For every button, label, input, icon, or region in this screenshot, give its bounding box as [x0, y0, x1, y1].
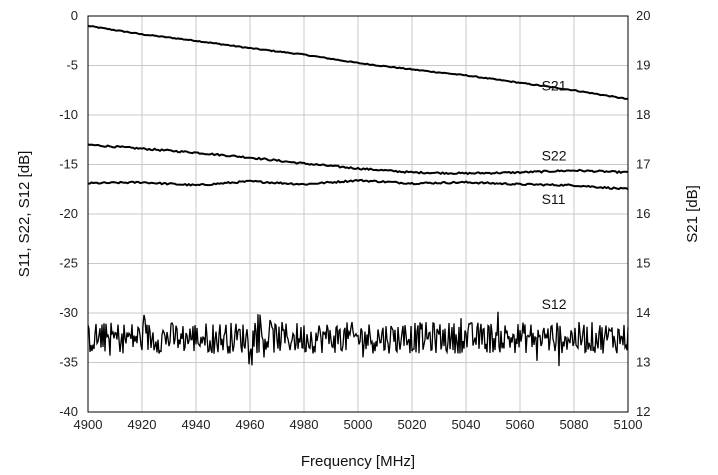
left-tick-label: -20 — [59, 206, 78, 221]
series-labels: S21 S22 S11 S12 — [542, 77, 567, 312]
x-tick-label: 4920 — [128, 417, 157, 432]
x-tick-label: 4900 — [74, 417, 103, 432]
right-tick-label: 13 — [636, 355, 650, 370]
right-axis-title: S21 [dB] — [684, 185, 701, 243]
series-label-s12: S12 — [542, 296, 567, 312]
series-label-s21: S21 — [542, 77, 567, 93]
x-tick-label: 5080 — [560, 417, 589, 432]
right-tick-label: 20 — [636, 8, 650, 23]
x-tick-label: 5000 — [344, 417, 373, 432]
left-tick-label: -10 — [59, 107, 78, 122]
x-axis-ticks: 4900 4920 4940 4960 4980 5000 5020 5040 5060 5080… — [74, 417, 643, 432]
x-tick-label: 5020 — [398, 417, 427, 432]
x-tick-label: 5060 — [506, 417, 535, 432]
right-tick-label: 14 — [636, 305, 650, 320]
x-tick-label: 4960 — [236, 417, 265, 432]
left-tick-label: 0 — [71, 8, 78, 23]
right-tick-label: 19 — [636, 58, 650, 73]
series-label-s11: S11 — [542, 191, 566, 207]
left-axis-title: S11, S22, S12 [dB] — [16, 151, 33, 277]
x-tick-label: 4940 — [182, 417, 211, 432]
left-tick-label: -30 — [59, 305, 78, 320]
left-axis-ticks: 0-5-10-15-20-25-30-35-40 — [59, 8, 78, 419]
x-axis-title: Frequency [MHz] — [301, 453, 415, 470]
left-tick-label: -5 — [66, 58, 78, 73]
left-tick-label: -35 — [59, 355, 78, 370]
x-tick-label: 5100 — [614, 417, 643, 432]
series-label-s22: S22 — [542, 148, 567, 164]
left-tick-label: -15 — [59, 157, 78, 172]
x-tick-label: 4980 — [290, 417, 319, 432]
right-tick-label: 16 — [636, 206, 650, 221]
right-tick-label: 17 — [636, 157, 650, 172]
right-tick-label: 15 — [636, 256, 650, 271]
left-tick-label: -25 — [59, 256, 78, 271]
x-tick-label: 5040 — [452, 417, 481, 432]
grid-lines — [88, 16, 628, 412]
right-tick-label: 18 — [636, 107, 650, 122]
